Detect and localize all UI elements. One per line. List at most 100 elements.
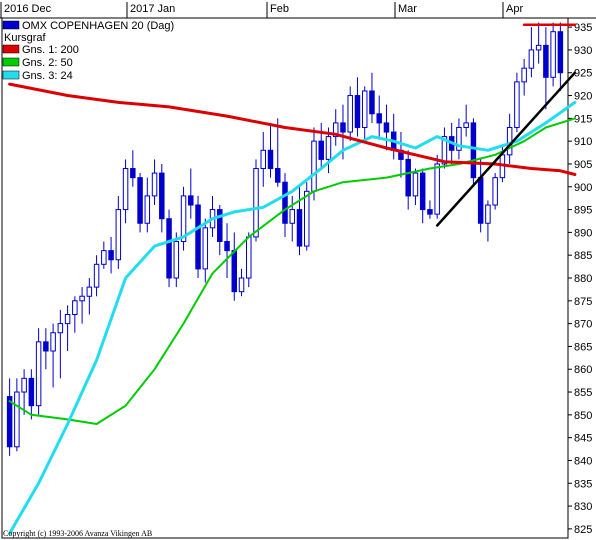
candle-body-down: [419, 172, 426, 211]
candle-body-down: [188, 195, 194, 206]
candle-body-down: [405, 158, 411, 197]
chart-subtitle: Kursgraf: [4, 32, 47, 44]
candle: [296, 186, 303, 256]
candle-body-up: [50, 332, 56, 352]
candle: [354, 77, 361, 137]
candle: [253, 159, 259, 242]
y-tick-label: 840: [574, 455, 592, 467]
candle-body-up: [253, 168, 259, 238]
candle-body-up: [144, 195, 151, 224]
candle-body-down: [108, 250, 114, 261]
candle: [246, 232, 252, 288]
ma50-line: [8, 117, 576, 425]
candle-body-down: [130, 168, 136, 179]
candle-body-up: [303, 190, 310, 247]
candle: [93, 255, 100, 297]
y-tick-label: 865: [574, 341, 592, 353]
y-tick-label: 895: [574, 205, 592, 217]
candle: [101, 241, 107, 269]
legend-label: Gns. 2: 50: [22, 57, 73, 69]
candle-body-up: [79, 295, 85, 302]
candle-body-up: [361, 90, 368, 128]
candle: [550, 22, 556, 87]
candle-body-down: [217, 209, 223, 243]
y-tick-label: 910: [574, 136, 592, 148]
candle-body-up: [238, 277, 245, 293]
x-tick-label: Mar: [398, 3, 417, 15]
candle-body-up: [535, 44, 542, 51]
y-tick-label: 825: [574, 524, 592, 536]
x-tick-label: 2017 Jan: [130, 3, 175, 15]
candle-body-down: [231, 250, 238, 293]
candle: [72, 296, 78, 333]
candle-body-down: [195, 204, 201, 270]
candle-body-down: [159, 172, 165, 220]
legend-swatch: [2, 44, 20, 54]
candle: [463, 104, 469, 137]
y-tick-label: 885: [574, 250, 592, 262]
candle-body-up: [434, 163, 440, 215]
candle-body-up: [64, 313, 71, 325]
candle: [434, 154, 440, 219]
candle-body-up: [528, 49, 535, 69]
candle-body-down: [275, 168, 281, 183]
candle-body-up: [506, 126, 513, 156]
candle-body-down: [318, 140, 324, 160]
candle: [122, 159, 129, 224]
candle: [64, 305, 71, 351]
candle-body-up: [21, 377, 27, 393]
candle: [173, 232, 180, 288]
candle-body-up: [101, 250, 107, 265]
ma200-line: [8, 82, 577, 176]
candle: [282, 173, 288, 237]
candle: [195, 195, 201, 278]
candle-body-up: [246, 236, 252, 279]
candle: [383, 104, 390, 151]
candle-body-up: [57, 323, 64, 334]
candle-body-up: [550, 31, 556, 78]
y-tick-label: 930: [574, 45, 592, 57]
candle-body-down: [376, 113, 382, 124]
candle: [209, 195, 216, 237]
y-tick-label: 905: [574, 159, 592, 171]
candle-body-down: [470, 122, 477, 179]
candle: [398, 132, 404, 178]
candle-body-down: [6, 396, 13, 448]
candle: [166, 209, 172, 288]
ma24-line: [8, 100, 577, 535]
legend-label: Gns. 3: 24: [22, 70, 73, 82]
candle: [202, 218, 209, 283]
candle: [6, 378, 13, 456]
plot-border: [1, 17, 569, 539]
candle-body-up: [14, 391, 20, 448]
candle-body-up: [151, 172, 158, 197]
y-tick-label: 935: [574, 22, 592, 34]
candle: [332, 109, 339, 146]
candle-body-up: [289, 209, 295, 224]
candle: [528, 27, 535, 78]
candle-body-down: [383, 122, 390, 133]
candle: [260, 132, 267, 187]
candle: [405, 150, 411, 210]
candle-body-down: [166, 218, 172, 279]
candle: [188, 168, 194, 219]
candle: [390, 113, 397, 160]
candle: [79, 287, 85, 324]
y-tick-label: 830: [574, 501, 592, 513]
candle-body-down: [43, 341, 49, 352]
candle: [318, 122, 324, 169]
candle: [485, 200, 491, 242]
candle-body-down: [267, 149, 274, 170]
candle: [180, 186, 187, 251]
candle: [376, 95, 382, 137]
candle: [267, 122, 274, 178]
candle-body-down: [282, 181, 288, 224]
candle: [159, 163, 165, 233]
y-tick-label: 850: [574, 410, 592, 422]
candle-body-down: [369, 90, 375, 115]
candle: [419, 168, 426, 224]
candle: [21, 369, 27, 415]
y-tick-label: 855: [574, 387, 592, 399]
candle-body-up: [311, 140, 317, 192]
